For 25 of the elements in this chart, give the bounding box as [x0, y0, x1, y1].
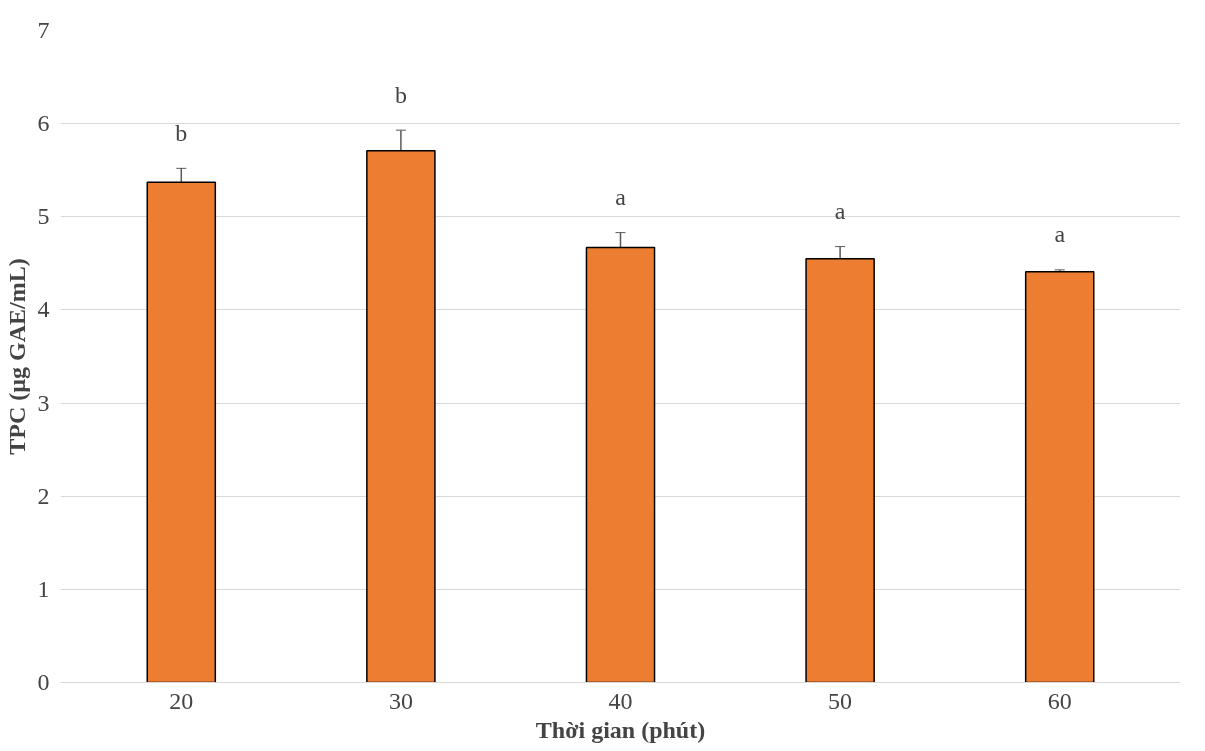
bar	[805, 257, 875, 683]
y-tick-label: 2	[37, 482, 50, 509]
y-tick-label: 5	[37, 203, 50, 230]
y-axis-title: TPC (µg GAE/mL)	[3, 258, 30, 455]
y-tick-label: 4	[37, 296, 50, 323]
bar	[585, 246, 656, 683]
y-tick-label: 1	[37, 575, 50, 602]
annotation: b	[175, 119, 188, 146]
annotation: b	[394, 81, 407, 108]
bar	[1024, 270, 1095, 683]
bar	[366, 149, 436, 683]
annotation: a	[615, 184, 627, 211]
bar	[146, 181, 217, 683]
y-tick-label: 3	[37, 389, 50, 416]
x-tick-label: 30	[388, 687, 413, 714]
annotation: a	[834, 198, 846, 225]
x-tick-label: 60	[1047, 687, 1072, 714]
x-tick-label: 20	[169, 687, 194, 714]
y-tick-label: 6	[37, 110, 50, 137]
annotation: a	[1054, 221, 1066, 248]
x-tick-label: 50	[828, 687, 853, 714]
x-axis-title: Thời gian (phút)	[535, 716, 706, 743]
y-tick-label: 0	[37, 669, 50, 695]
y-tick-label: 7	[37, 17, 50, 43]
x-tick-label: 40	[608, 687, 633, 714]
